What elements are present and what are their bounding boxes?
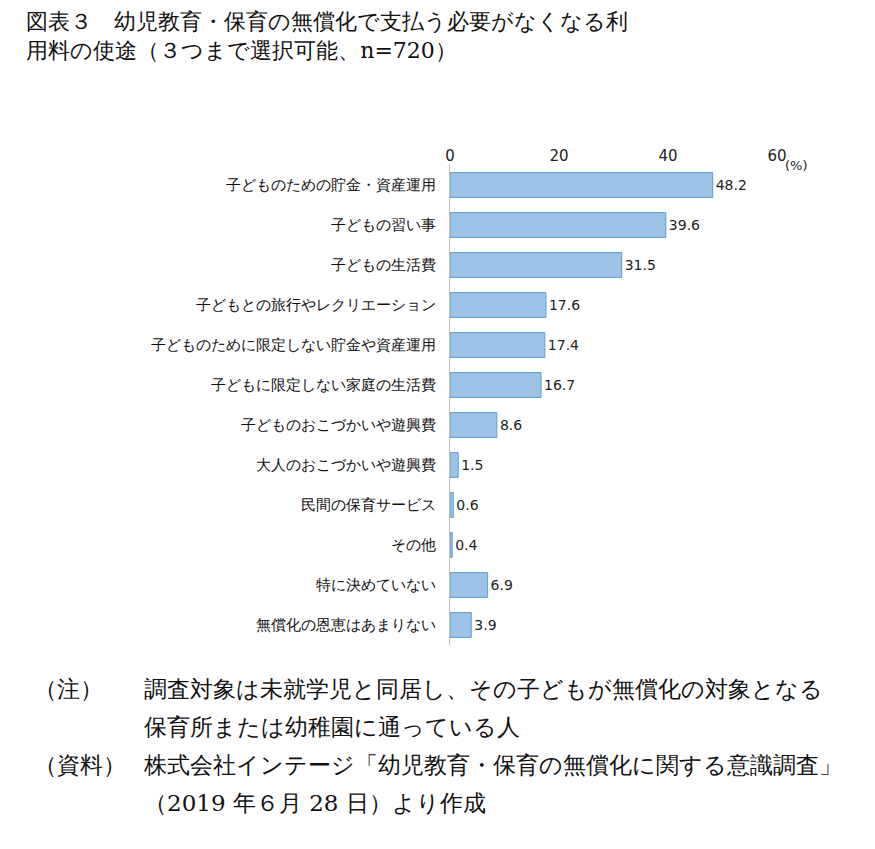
svg-text:子どもに限定しない家庭の生活費: 子どもに限定しない家庭の生活費 xyxy=(211,376,436,394)
svg-text:20: 20 xyxy=(549,147,568,165)
svg-text:子どもとの旅行やレクリエーション: 子どもとの旅行やレクリエーション xyxy=(196,296,436,314)
svg-text:子どものための貯金・資産運用: 子どものための貯金・資産運用 xyxy=(226,176,436,194)
svg-text:その他: その他 xyxy=(391,536,436,554)
html-text:（資料）: （資料） xyxy=(34,752,126,778)
svg-text:子どものおこづかいや遊興費: 子どものおこづかいや遊興費 xyxy=(241,416,436,434)
html-text:（注）: （注） xyxy=(34,676,103,702)
svg-text:子どもの生活費: 子どもの生活費 xyxy=(331,256,436,274)
svg-text:民間の保育サービス: 民間の保育サービス xyxy=(301,496,436,514)
svg-text:大人のおこづかいや遊興費: 大人のおこづかいや遊興費 xyxy=(256,456,436,474)
svg-text:特に決めていない: 特に決めていない xyxy=(316,576,436,594)
svg-text:子どもの習い事: 子どもの習い事 xyxy=(331,216,436,234)
svg-text:8.6: 8.6 xyxy=(500,417,522,433)
svg-text:0.4: 0.4 xyxy=(455,537,477,553)
html-text:調査対象は未就学児と同居し、その子どもが無償化の対象となる保: 調査対象は未就学児と同居し、その子どもが無償化の対象となる保育所または幼稚園に通… xyxy=(144,676,823,740)
svg-text:48.2: 48.2 xyxy=(716,177,747,193)
svg-text:39.6: 39.6 xyxy=(669,217,700,233)
svg-text:60: 60 xyxy=(767,147,786,165)
svg-text:40: 40 xyxy=(658,147,677,165)
svg-text:16.7: 16.7 xyxy=(544,377,575,393)
svg-text:0: 0 xyxy=(445,147,455,165)
svg-text:31.5: 31.5 xyxy=(625,257,656,273)
html-text:株式会社インテージ「幼児教育・保育の無償化に関する意識調査」: 株式会社インテージ「幼児教育・保育の無償化に関する意識調査」（2019 年６月 … xyxy=(144,752,842,816)
svg-text:17.4: 17.4 xyxy=(548,337,579,353)
svg-text:0.6: 0.6 xyxy=(456,497,478,513)
svg-text:17.6: 17.6 xyxy=(549,297,580,313)
svg-text:(%): (%) xyxy=(785,158,808,173)
svg-text:1.5: 1.5 xyxy=(461,457,483,473)
svg-text:6.9: 6.9 xyxy=(491,577,513,593)
svg-text:図表３ 幼児教育・保育の無償化で支払う必要がなくなる利用料の: 図表３ 幼児教育・保育の無償化で支払う必要がなくなる利用料の使途（３つまで選択可… xyxy=(26,9,628,63)
svg-text:子どものために限定しない貯金や資産運用: 子どものために限定しない貯金や資産運用 xyxy=(151,336,436,354)
svg-text:3.9: 3.9 xyxy=(474,617,496,633)
svg-text:無償化の恩恵はあまりない: 無償化の恩恵はあまりない xyxy=(256,616,436,634)
